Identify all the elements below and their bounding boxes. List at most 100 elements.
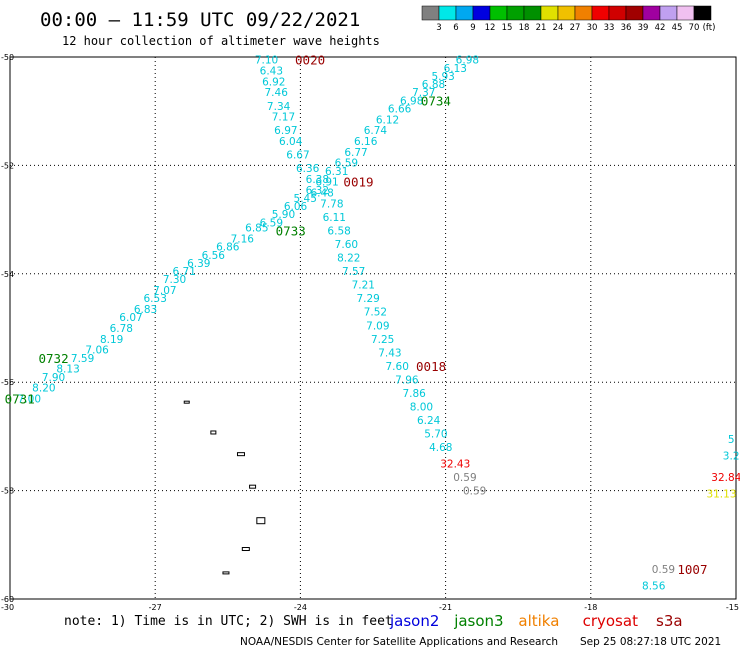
island-outline: [256, 517, 266, 525]
colorbar-tick-label: 33: [604, 23, 615, 33]
wave-height-label: 7.60: [335, 239, 358, 251]
island-outlines: [183, 400, 266, 575]
legend-cryosat: cryosat: [583, 612, 638, 630]
wave-height-label: 6.83: [134, 304, 157, 316]
pass-time-label: 0020: [295, 53, 325, 68]
colorbar-tick-label: 70: [689, 23, 700, 33]
wave-height-label: 6.92: [262, 76, 285, 88]
colorbar-swatch: [506, 5, 525, 21]
colorbar-swatch: [642, 5, 661, 21]
chart-subtitle: 12 hour collection of altimeter wave hei…: [62, 34, 380, 48]
wave-height-label: 6.11: [323, 212, 346, 224]
wave-height-label: 6.91: [315, 177, 338, 189]
colorbar-swatch: [489, 5, 508, 21]
wave-height-label: 6.78: [110, 323, 133, 335]
colorbar-swatch: [693, 5, 712, 21]
x-tick-label: -27: [149, 603, 162, 612]
wave-height-label: 7.21: [352, 280, 375, 292]
colorbar-swatch: [608, 5, 627, 21]
pass-time-label: 0018: [416, 359, 446, 374]
wave-height-label: 7.30: [163, 274, 186, 286]
wave-height-label: 7.10: [255, 55, 278, 67]
footnote: note: 1) Time is in UTC; 2) SWH is in fe…: [64, 614, 393, 629]
pass-time-label: 0732: [39, 351, 69, 366]
wave-height-label: 6.56: [202, 250, 226, 262]
pass-time-label: 0731: [5, 391, 35, 406]
y-tick-label: -56: [1, 378, 14, 387]
credit-text: NOAA/NESDIS Center for Satellite Applica…: [240, 636, 558, 648]
grid-lines: [10, 57, 736, 599]
colorbar-tick-label: 45: [672, 23, 683, 33]
colorbar-swatch: [557, 5, 576, 21]
plot-frame: [9, 56, 737, 600]
wave-height-label: 31.13: [706, 488, 736, 500]
x-tick-label: -15: [726, 603, 739, 612]
wave-height-label: 7.59: [71, 353, 94, 365]
x-tick-label: -24: [294, 603, 307, 612]
legend-jason3: jason3: [453, 612, 503, 630]
wave-height-label: 7.16: [231, 234, 255, 246]
colorbar-unit: (ft): [703, 23, 716, 33]
wave-height-label: 3.2: [723, 450, 740, 462]
colorbar-tick-label: 9: [470, 23, 475, 33]
wave-height-label: 6.07: [119, 312, 142, 324]
wave-height-label: 0.59: [463, 486, 486, 498]
wave-height-label: 5.70: [424, 429, 447, 441]
wave-height-label: 6.66: [388, 103, 412, 115]
wave-height-label: 6.74: [364, 125, 388, 137]
colorbar-swatch: [540, 5, 559, 21]
wave-height-label: 7.17: [272, 112, 295, 124]
colorbar-tick-label: 39: [638, 23, 649, 33]
x-tick-label: -30: [1, 603, 14, 612]
colorbar-tick-label: 12: [485, 23, 496, 33]
wave-height-label: 8.13: [56, 364, 79, 376]
wave-height-label: 7.29: [356, 293, 379, 305]
colorbar-tick-label: 36: [621, 23, 632, 33]
wave-height-label: 7.37: [412, 87, 435, 99]
satellite-legend: jason2 jason3 altika cryosat s3a: [389, 612, 683, 630]
x-tick-label: -21: [439, 603, 452, 612]
wave-height-label: 6.48: [310, 188, 333, 200]
y-tick-label: -54: [1, 270, 14, 279]
island-outline: [210, 430, 217, 435]
wave-height-label: 7.60: [386, 361, 409, 373]
wave-height-label: 7.86: [402, 388, 426, 400]
colorbar-swatch: [438, 5, 457, 21]
wave-height-label: 7.46: [265, 87, 289, 99]
wave-height-label: 6.88: [422, 79, 445, 91]
wave-height-label: 8.22: [337, 253, 360, 265]
pass-time-label: 0734: [421, 93, 451, 108]
colorbar-swatch: [591, 5, 610, 21]
wave-height-label: 32.43: [440, 459, 470, 471]
colorbar-swatch: [472, 5, 491, 21]
colorbar-tick-label: 24: [553, 23, 564, 33]
wave-height-label: 6.06: [284, 201, 308, 213]
legend-jason2: jason2: [389, 612, 439, 630]
colorbar-tick-label: 15: [502, 23, 513, 33]
wave-height-label: 6.97: [274, 125, 297, 137]
colorbar-tick-label: 21: [536, 23, 547, 33]
wave-height-label: 6.24: [417, 415, 441, 427]
colorbar-swatch: [676, 5, 695, 21]
wave-height-label: 6.71: [173, 266, 196, 278]
colorbar-tick-label: 42: [655, 23, 666, 33]
wave-height-label: 7.96: [395, 374, 419, 386]
x-tick-label: -18: [584, 603, 597, 612]
wave-height-label: 6.12: [376, 114, 399, 126]
y-tick-label: -58: [1, 487, 14, 496]
legend-s3a: s3a: [656, 612, 683, 630]
wave-height-label: 6.53: [144, 293, 167, 305]
colorbar-swatch: [523, 5, 542, 21]
wave-height-label: 4.68: [429, 442, 452, 454]
wave-height-label: 6.58: [327, 225, 350, 237]
wave-height-label: 6.32: [306, 185, 329, 197]
colorbar-swatch: [574, 5, 593, 21]
y-tick-label: -50: [1, 53, 14, 62]
axis-ticks: -50 -52 -54 -56 -58 -60-30 -27 -24 -21 -18 -15: [1, 53, 739, 612]
wave-height-label: 7.43: [378, 347, 401, 359]
wave-height-label: 6.16: [354, 136, 378, 148]
pass-time-label: 0733: [276, 223, 306, 238]
wave-height-label: 7.78: [320, 198, 343, 210]
wave-height-label: 6.85: [245, 223, 268, 235]
wave-height-label: 6.31: [325, 166, 348, 178]
